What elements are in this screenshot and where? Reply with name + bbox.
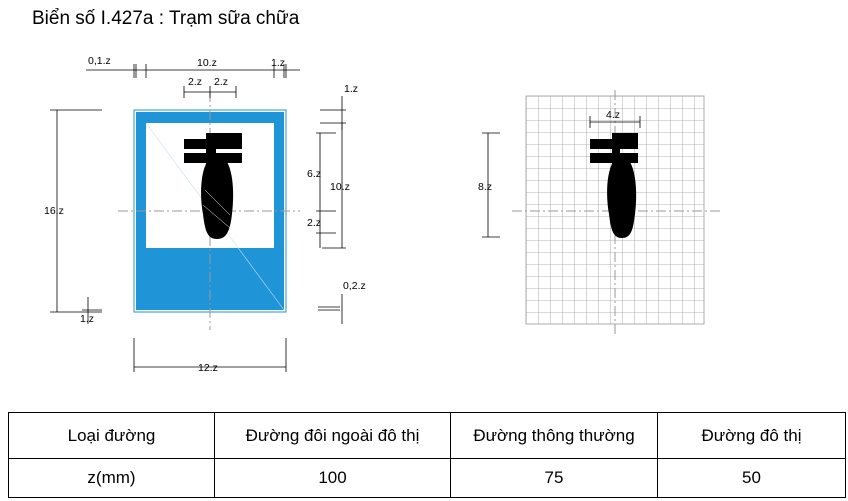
dim-2z-a: 2.z [188,76,202,88]
table-header-cell: Đường đôi ngoài đô thị [214,412,451,459]
dim-0-2z: 0,2.z [343,280,366,292]
table-cell: 50 [657,458,846,498]
dim-1z-top: 1.z [271,57,285,69]
table-cell: 75 [450,458,658,498]
dim-16z: 16.z [44,205,64,217]
table-header-cell: Đường thông thường [450,412,658,459]
wrench-icon [184,133,242,239]
dim-10z-right: 10.z [330,181,350,193]
dim-0-1z: 0,1.z [88,55,111,67]
sign-left [118,92,300,330]
page-title: Biển số I.427a : Trạm sữa chữa [32,8,300,29]
table-row: z(mm) 100 75 50 [8,458,846,498]
dim-2z-small: 2.z [307,217,321,229]
dim-2z-b: 2.z [214,76,228,88]
table-cell: z(mm) [8,458,215,498]
sign-grid [512,90,720,336]
dim-1z-right: 1.z [344,83,358,95]
sign-drawing: 0,1.z 10.z 1.z 2.z 2.z 1.z 6.z 10.z 2.z … [44,55,720,374]
table-header-cell: Loại đường [8,412,215,459]
dim-12z: 12.z [198,362,218,374]
dim-6z: 6.z [307,168,321,180]
dim-8z: 8.z [478,181,492,193]
table-header-cell: Đường đô thị [657,412,846,459]
left-dimension-labels: 0,1.z 10.z 1.z 2.z 2.z 1.z 6.z 10.z 2.z … [44,55,366,374]
size-table: Loại đường Đường đôi ngoài đô thị Đường … [8,412,846,498]
dim-4z: 4.z [606,109,620,121]
dim-10z-top: 10.z [197,57,217,69]
table-header-row: Loại đường Đường đôi ngoài đô thị Đường … [8,412,846,459]
wrench-grid-icon [590,133,638,238]
table-cell: 100 [214,458,451,498]
dim-1z-bottom: 1.z [80,313,94,325]
right-dimensions [482,116,641,238]
left-dimensions [50,64,346,372]
